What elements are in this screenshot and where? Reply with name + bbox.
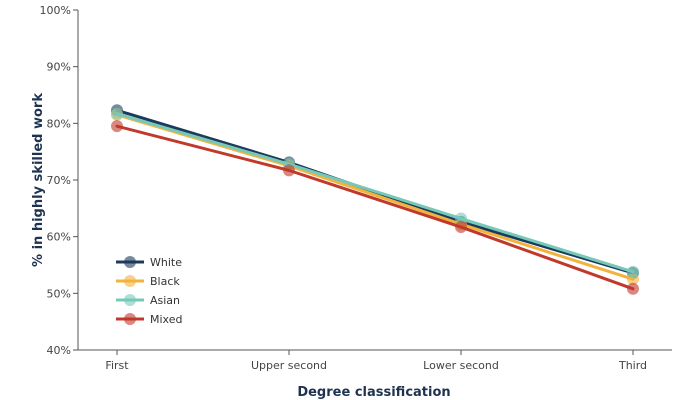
y-tick-label: 50% [47,287,71,300]
x-tick-label: Third [618,359,647,372]
y-tick-label: 40% [47,344,71,357]
legend-label: Black [150,275,180,288]
legend-label: Mixed [150,313,182,326]
series-lines [111,104,639,295]
legend-item-white: White [116,256,182,269]
y-tick-label: 60% [47,231,71,244]
series-asian [111,107,639,278]
legend-item-asian: Asian [116,294,180,307]
legend-item-mixed: Mixed [116,313,182,326]
y-tick-label: 80% [47,117,71,130]
series-mixed [111,120,639,295]
data-point-asian [111,107,123,120]
series-line-mixed [115,124,635,291]
data-point-asian [627,265,639,278]
x-axis: First Upper second Lower second Third [78,349,672,372]
legend-item-black: Black [116,275,180,288]
legend-swatch-marker [124,256,136,268]
legend-swatch-marker [124,294,136,306]
data-point-mixed [111,120,123,133]
y-tick-label: 100% [40,4,71,17]
legend-label: White [150,256,182,269]
legend: White Black Asian Mixed [116,256,182,326]
legend-swatch-marker [124,313,136,325]
series-line-black [115,113,635,281]
data-point-mixed [627,282,639,295]
y-axis: 40% 50% 60% 70% 80% 90% 100% [40,4,79,357]
data-point-mixed [455,221,467,234]
series-line-asian [115,112,635,274]
x-tick-label: Lower second [423,359,499,372]
data-point-mixed [283,164,295,177]
x-tick-label: Upper second [251,359,327,372]
x-axis-title: Degree classification [297,385,450,400]
y-tick-label: 90% [47,61,71,74]
x-tick-label: First [105,359,129,372]
legend-swatch-marker [124,275,136,287]
legend-label: Asian [150,294,180,307]
data-point-asian [455,212,467,225]
y-tick-label: 70% [47,174,71,187]
y-axis-title: % in highly skilled work [31,93,46,267]
